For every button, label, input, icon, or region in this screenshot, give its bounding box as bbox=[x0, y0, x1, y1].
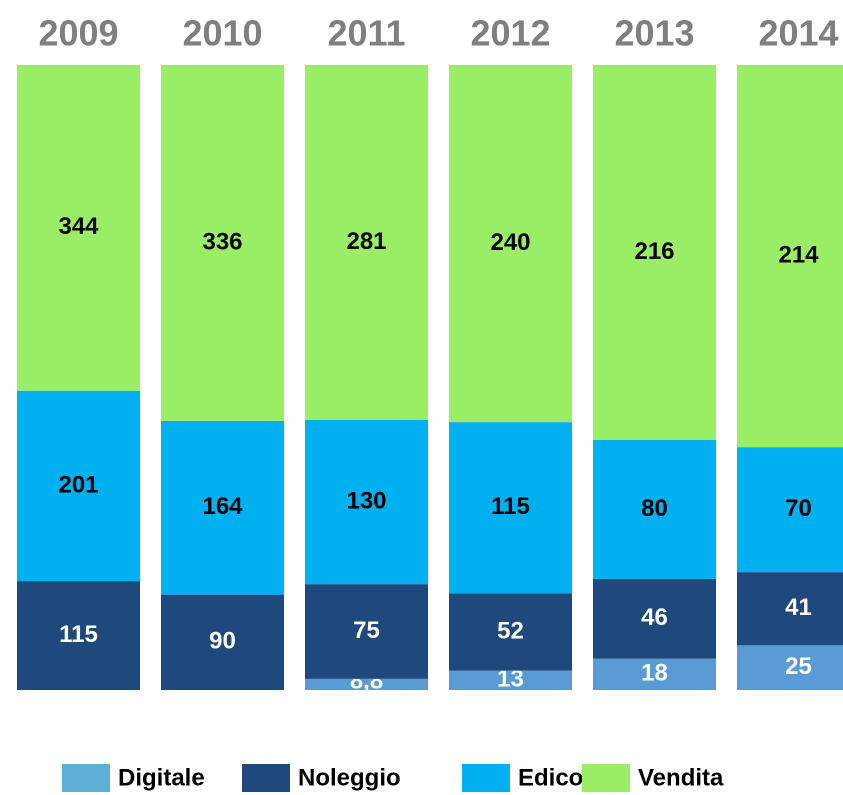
legend-label: Digitale bbox=[118, 764, 205, 791]
bar-segment bbox=[449, 593, 572, 671]
value-label: 25 bbox=[785, 653, 812, 680]
legend-swatch bbox=[242, 764, 290, 792]
bar-segment bbox=[17, 390, 140, 582]
bar-segment bbox=[305, 65, 428, 420]
bar-segment bbox=[305, 419, 428, 585]
value-label: 201 bbox=[58, 471, 98, 498]
value-label: 214 bbox=[778, 241, 819, 268]
value-label: 46 bbox=[641, 604, 668, 631]
bar-segment bbox=[449, 670, 572, 690]
value-label: 75 bbox=[353, 617, 380, 644]
legend-swatch bbox=[462, 764, 510, 792]
bar-segment bbox=[593, 578, 716, 659]
year-label: 2011 bbox=[327, 13, 405, 54]
value-label: 115 bbox=[59, 621, 98, 648]
value-label: 18 bbox=[641, 660, 668, 687]
value-label: 281 bbox=[346, 228, 386, 255]
bar-segment bbox=[737, 65, 843, 448]
bar-segment bbox=[305, 584, 428, 679]
value-label: 90 bbox=[209, 628, 236, 655]
value-label: 130 bbox=[346, 487, 386, 514]
value-label: 216 bbox=[634, 238, 674, 265]
value-label: 41 bbox=[785, 594, 812, 621]
bar-segment bbox=[449, 65, 572, 423]
value-label: 80 bbox=[641, 495, 668, 522]
bar-segment bbox=[161, 420, 284, 595]
value-label: 336 bbox=[202, 228, 242, 255]
bar-segment bbox=[737, 447, 843, 573]
bar-segment bbox=[161, 594, 284, 690]
year-label: 2014 bbox=[758, 13, 838, 54]
value-label: 344 bbox=[58, 213, 99, 240]
year-label: 2013 bbox=[614, 13, 694, 54]
value-label: 115 bbox=[491, 493, 530, 520]
bar-segment bbox=[161, 65, 284, 421]
bar-segment bbox=[449, 422, 572, 594]
value-label: 240 bbox=[490, 229, 530, 256]
bar-segment bbox=[593, 440, 716, 579]
value-label: 70 bbox=[785, 495, 812, 522]
legend-label: Vendita bbox=[638, 764, 724, 791]
year-label: 2009 bbox=[38, 13, 118, 54]
bar-segment bbox=[593, 65, 716, 440]
legend-label: Noleggio bbox=[298, 764, 401, 791]
bar-segment bbox=[737, 572, 843, 646]
bar-segment bbox=[17, 65, 140, 391]
bar-segment bbox=[305, 678, 428, 690]
bar-segment bbox=[593, 658, 716, 690]
value-label: 52 bbox=[497, 617, 524, 644]
bar-segment bbox=[737, 645, 843, 690]
year-label: 2010 bbox=[182, 13, 262, 54]
legend-swatch bbox=[62, 764, 110, 792]
legend-swatch bbox=[582, 764, 630, 792]
year-label: 2012 bbox=[470, 13, 550, 54]
bar-segment bbox=[17, 581, 140, 690]
value-label: 164 bbox=[202, 493, 243, 520]
